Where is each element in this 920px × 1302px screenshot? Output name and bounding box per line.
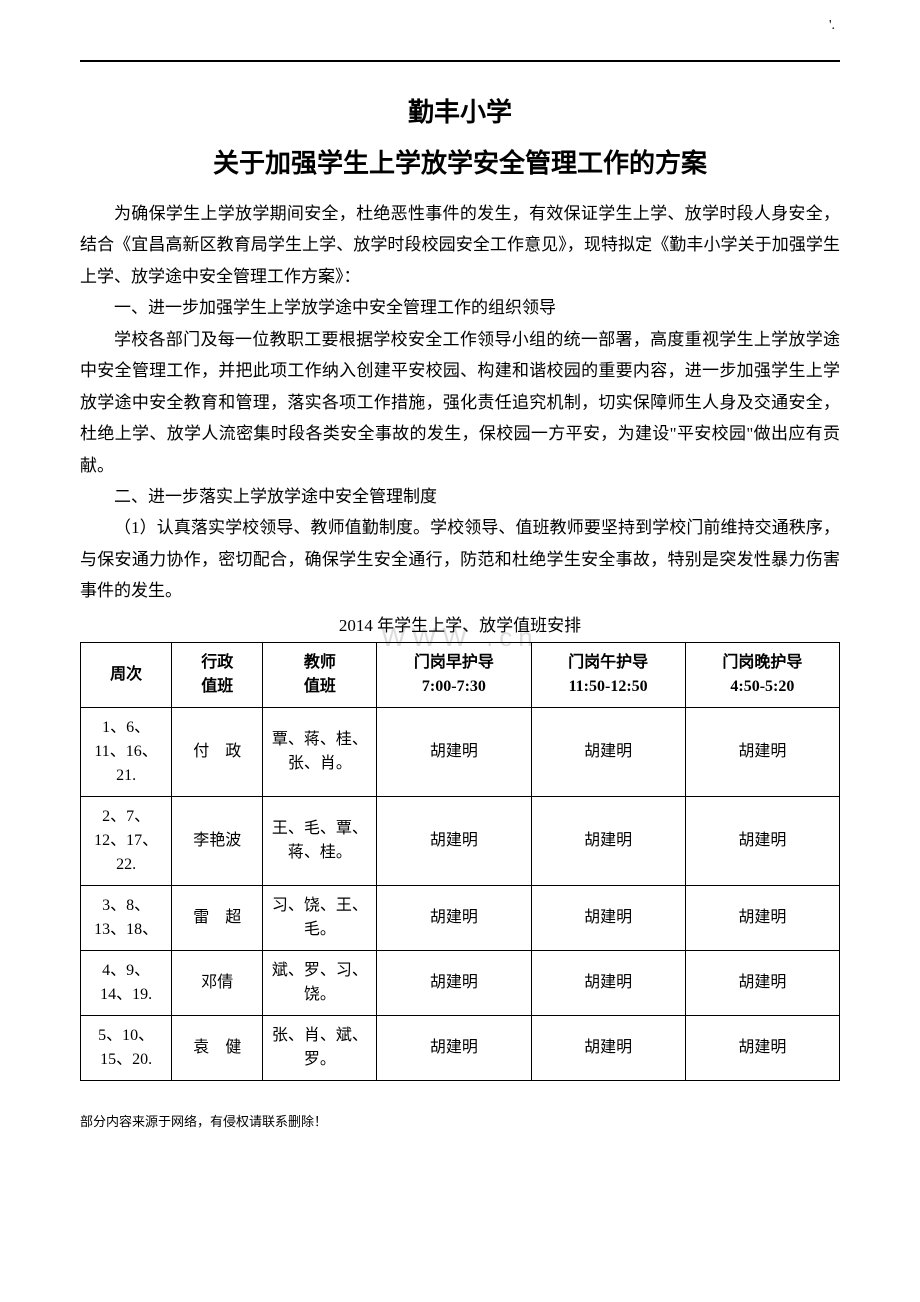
section-heading-1: 一、进一步加强学生上学放学途中安全管理工作的组织领导	[80, 292, 840, 323]
th-evening: 门岗晚护导4:50-5:20	[685, 642, 839, 707]
th-morning: 门岗早护导7:00-7:30	[377, 642, 531, 707]
top-rule	[80, 60, 840, 62]
cell-teacher: 覃、蒋、桂、张、肖。	[263, 707, 377, 796]
th-teacher: 教师值班	[263, 642, 377, 707]
paragraph-intro: 为确保学生上学放学期间安全，杜绝恶性事件的发生，有效保证学生上学、放学时段人身安…	[80, 198, 840, 292]
cell-morning: 胡建明	[377, 885, 531, 950]
table-row: 4、9、14、19. 邓倩 斌、罗、习、饶。 胡建明 胡建明 胡建明	[81, 950, 840, 1015]
cell-week: 3、8、13、18、	[81, 885, 172, 950]
cell-noon: 胡建明	[531, 885, 685, 950]
cell-admin: 袁 健	[172, 1015, 263, 1080]
table-body: 1、6、11、16、21. 付 政 覃、蒋、桂、张、肖。 胡建明 胡建明 胡建明…	[81, 707, 840, 1080]
cell-week: 4、9、14、19.	[81, 950, 172, 1015]
cell-noon: 胡建明	[531, 707, 685, 796]
cell-evening: 胡建明	[685, 796, 839, 885]
cell-morning: 胡建明	[377, 707, 531, 796]
cell-evening: 胡建明	[685, 1015, 839, 1080]
table-row: 3、8、13、18、 雷 超 习、饶、王、毛。 胡建明 胡建明 胡建明	[81, 885, 840, 950]
title-sub: 关于加强学生上学放学安全管理工作的方案	[80, 143, 840, 180]
cell-morning: 胡建明	[377, 796, 531, 885]
th-noon: 门岗午护导11:50-12:50	[531, 642, 685, 707]
table-row: 2、7、12、17、22. 李艳波 王、毛、覃、蒋、桂。 胡建明 胡建明 胡建明	[81, 796, 840, 885]
table-row: 5、10、15、20. 袁 健 张、肖、斌、罗。 胡建明 胡建明 胡建明	[81, 1015, 840, 1080]
cell-morning: 胡建明	[377, 950, 531, 1015]
title-main: 勤丰小学	[80, 92, 840, 129]
cell-admin: 付 政	[172, 707, 263, 796]
cell-evening: 胡建明	[685, 950, 839, 1015]
cell-admin: 李艳波	[172, 796, 263, 885]
th-admin: 行政值班	[172, 642, 263, 707]
paragraph-2: 学校各部门及每一位教职工要根据学校安全工作领导小组的统一部署，高度重视学生上学放…	[80, 324, 840, 481]
document-content: 勤丰小学 关于加强学生上学放学安全管理工作的方案 为确保学生上学放学期间安全，杜…	[80, 92, 840, 1130]
cell-teacher: 王、毛、覃、蒋、桂。	[263, 796, 377, 885]
cell-teacher: 斌、罗、习、饶。	[263, 950, 377, 1015]
cell-noon: 胡建明	[531, 950, 685, 1015]
table-caption: 2014 年学生上学、放学值班安排	[80, 611, 840, 636]
section-heading-2: 二、进一步落实上学放学途中安全管理制度	[80, 481, 840, 512]
cell-morning: 胡建明	[377, 1015, 531, 1080]
cell-noon: 胡建明	[531, 1015, 685, 1080]
th-week: 周次	[81, 642, 172, 707]
paragraph-3: （1）认真落实学校领导、教师值勤制度。学校领导、值班教师要坚持到学校门前维持交通…	[80, 512, 840, 606]
cell-admin: 邓倩	[172, 950, 263, 1015]
cell-week: 1、6、11、16、21.	[81, 707, 172, 796]
table-header-row: 周次 行政值班 教师值班 门岗早护导7:00-7:30 门岗午护导11:50-1…	[81, 642, 840, 707]
cell-admin: 雷 超	[172, 885, 263, 950]
cell-week: 5、10、15、20.	[81, 1015, 172, 1080]
corner-mark: '.	[829, 18, 835, 34]
cell-evening: 胡建明	[685, 885, 839, 950]
cell-teacher: 习、饶、王、毛。	[263, 885, 377, 950]
cell-week: 2、7、12、17、22.	[81, 796, 172, 885]
cell-noon: 胡建明	[531, 796, 685, 885]
cell-teacher: 张、肖、斌、罗。	[263, 1015, 377, 1080]
cell-evening: 胡建明	[685, 707, 839, 796]
table-row: 1、6、11、16、21. 付 政 覃、蒋、桂、张、肖。 胡建明 胡建明 胡建明	[81, 707, 840, 796]
footer-note: 部分内容来源于网络，有侵权请联系删除！	[80, 1111, 840, 1130]
duty-schedule-table: 周次 行政值班 教师值班 门岗早护导7:00-7:30 门岗午护导11:50-1…	[80, 642, 840, 1081]
